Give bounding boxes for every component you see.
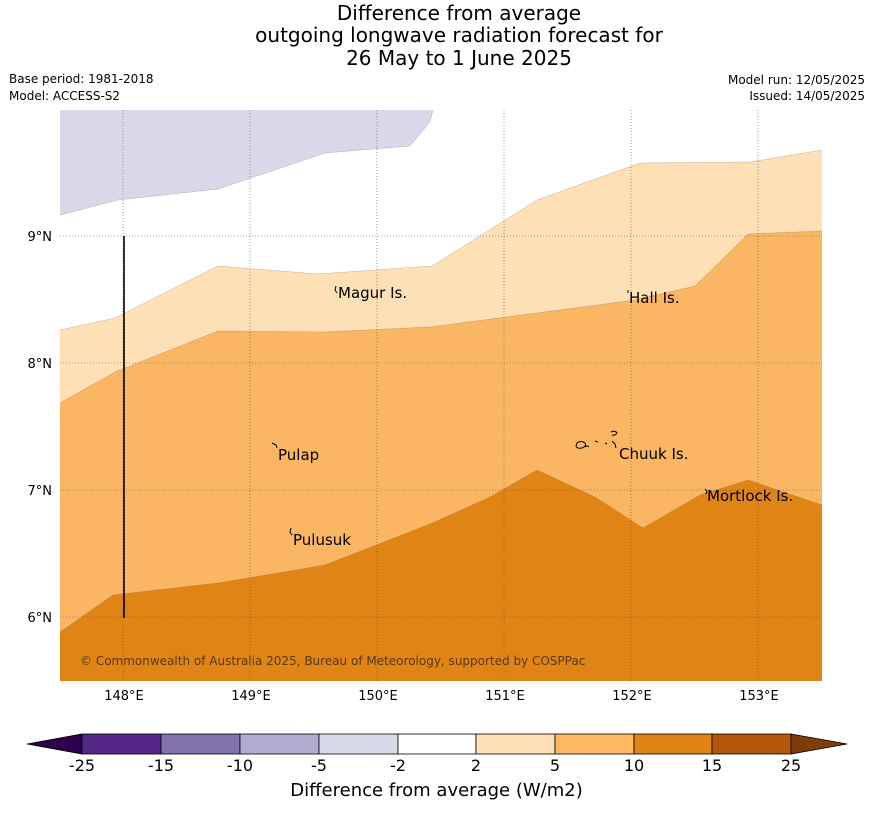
place-label-magur: Magur Is. (338, 284, 407, 302)
colorbar-swatch-1 (81, 733, 162, 755)
island-outlines (271, 285, 708, 536)
graticule (60, 110, 822, 681)
colorbar-tick-2: 2 (470, 756, 482, 775)
mortlock-island-shape (704, 488, 708, 495)
lon-tick-labels: 148°E 149°E 150°E 151°E 152°E 153°E (104, 689, 779, 704)
base-period-text: Base period: 1981-2018 (9, 72, 154, 86)
chuuk-island-shapes (575, 430, 618, 449)
colorbar-extend-high (790, 733, 848, 755)
place-label-pulusuk: Pulusuk (293, 531, 351, 549)
lat-tick-labels: 9°N 8°N 7°N 6°N (28, 230, 53, 626)
contour-lines (60, 110, 822, 633)
colorbar-tick-15: 15 (701, 756, 723, 775)
lon-tick-148: 148°E (104, 689, 144, 704)
map-area: Magur Is. Hall Is. Pulap Chuuk Is. Mortl… (60, 110, 822, 681)
colorbar (26, 733, 848, 755)
colorbar-tick-25: 25 (780, 756, 802, 775)
colorbar-swatch-3 (239, 733, 320, 755)
colorbar-extend-low (26, 733, 83, 755)
title-line-2: outgoing longwave radiation forecast for (255, 23, 663, 47)
colorbar-tick-5: 5 (549, 756, 561, 775)
colorbar-label: Difference from average (W/m2) (290, 780, 583, 801)
colorbar-swatch-7 (554, 733, 635, 755)
colorbar-tick-minus25: -25 (68, 756, 96, 775)
lon-tick-149: 149°E (231, 689, 271, 704)
colorbar-tick-minus5: -5 (311, 756, 327, 775)
lon-tick-151: 151°E (485, 689, 525, 704)
lon-tick-152: 152°E (612, 689, 652, 704)
pulap-island-shape (271, 442, 278, 449)
lat-tick-9n: 9°N (28, 230, 53, 245)
place-label-chuuk: Chuuk Is. (619, 445, 688, 463)
issued-text: Issued: 14/05/2025 (749, 89, 865, 103)
colorbar-swatch-4 (318, 733, 399, 755)
colorbar-tick-minus10: -10 (226, 756, 254, 775)
pulusuk-island-shape (289, 527, 293, 536)
lon-tick-153: 153°E (739, 689, 779, 704)
place-label-pulap: Pulap (278, 446, 319, 464)
copyright-text: © Commonwealth of Australia 2025, Bureau… (80, 654, 585, 668)
band-minus5-to-minus2 (60, 110, 433, 215)
place-label-mortlock: Mortlock Is. (707, 487, 793, 505)
magur-island-shape (334, 285, 338, 294)
model-run-text: Model run: 12/05/2025 (727, 73, 865, 87)
title-line-1: Difference from average (336, 1, 582, 25)
colorbar-tick-minus15: -15 (147, 756, 175, 775)
lat-tick-7n: 7°N (28, 484, 53, 499)
colorbar-swatch-9 (711, 733, 792, 755)
colorbar-swatch-6 (475, 733, 556, 755)
colorbar-tick-10: 10 (623, 756, 645, 775)
lat-tick-6n: 6°N (28, 611, 53, 626)
colorbar-swatch-2 (160, 733, 241, 755)
colorbar-swatch-5 (397, 733, 477, 755)
model-text: Model: ACCESS-S2 (9, 89, 121, 103)
lon-tick-150: 150°E (358, 689, 398, 704)
place-label-hall: Hall Is. (629, 289, 680, 307)
title-line-3: 26 May to 1 June 2025 (346, 46, 572, 70)
band-10-to-15 (60, 470, 822, 681)
lat-tick-8n: 8°N (28, 357, 53, 372)
colorbar-tick-minus2: -2 (390, 756, 406, 775)
colorbar-swatch-8 (633, 733, 713, 755)
